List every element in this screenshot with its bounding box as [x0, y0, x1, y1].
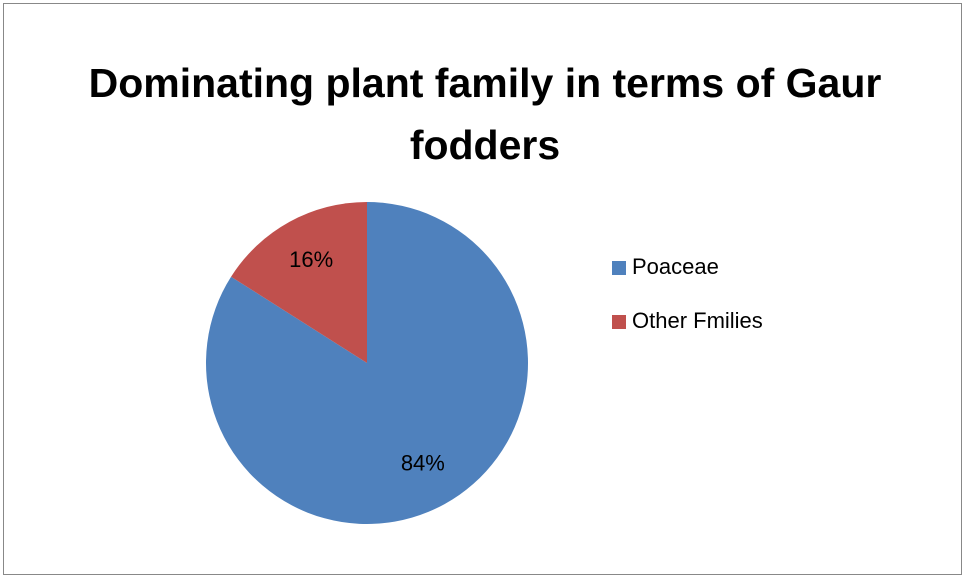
- legend-label: Other Fmilies: [632, 308, 763, 333]
- legend-swatch: [612, 315, 626, 329]
- data-label: 84%: [401, 450, 445, 475]
- legend-label: Poaceae: [632, 254, 719, 279]
- data-label: 16%: [289, 247, 333, 272]
- chart-title: Dominating plant family in terms of Gaur…: [88, 60, 882, 168]
- pie-slice: [231, 202, 367, 363]
- chart-frame: [3, 3, 962, 575]
- legend-swatch: [612, 261, 626, 275]
